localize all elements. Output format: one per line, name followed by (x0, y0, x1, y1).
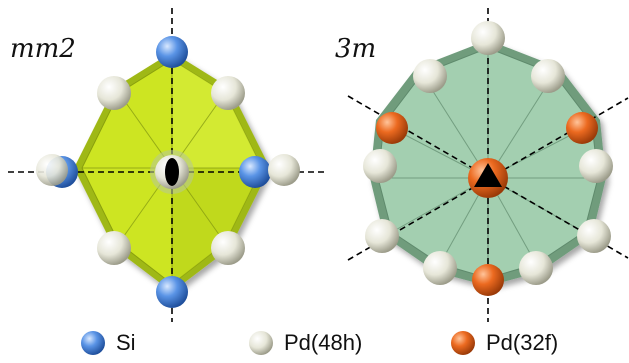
pd48h-atom (97, 76, 131, 110)
pd32f-swatch-icon (451, 331, 475, 355)
pd48h-atom (531, 59, 565, 93)
pd48h-atom (413, 59, 447, 93)
pd32f-atom (376, 112, 408, 144)
pd48h-atom (363, 149, 397, 183)
panel-mm2: mm2 (8, 8, 328, 322)
legend-label: Si (116, 330, 136, 355)
legend-label: Pd(48h) (284, 330, 363, 355)
legend: Si Pd(48h) Pd(32f) (0, 326, 629, 363)
pd48h-atom (471, 21, 505, 55)
two-fold-ellipse-icon (165, 158, 179, 186)
symmetry-label-mm2: mm2 (10, 34, 76, 64)
si-atom (156, 36, 188, 68)
pd48h-atom (423, 251, 457, 285)
polyhedron-left (74, 52, 270, 292)
pd48h-atom (268, 154, 300, 186)
pd48h-atom (579, 149, 613, 183)
legend-item-pd48h: Pd(48h) (248, 330, 362, 356)
panel-3m: 3m (335, 8, 629, 322)
figure: mm2 (8, 8, 629, 322)
legend-item-si: Si (80, 330, 136, 356)
pd32f-atom (472, 264, 504, 296)
pd48h-atom (519, 251, 553, 285)
pd48h-atom (211, 231, 245, 265)
si-atom (239, 156, 271, 188)
legend-item-pd32f: Pd(32f) (450, 330, 558, 356)
si-swatch-icon (81, 331, 105, 355)
pd48h-atom (36, 154, 68, 186)
pd48h-atom (97, 231, 131, 265)
symmetry-label-3m: 3m (335, 34, 376, 64)
legend-label: Pd(32f) (486, 330, 559, 355)
pd48h-atom (365, 219, 399, 253)
pd48h-atom (211, 76, 245, 110)
si-atom (156, 276, 188, 308)
pd48h-swatch-icon (249, 331, 273, 355)
pd32f-atom (566, 112, 598, 144)
three-fold-triangle-icon (474, 163, 502, 187)
pd48h-atom (577, 219, 611, 253)
